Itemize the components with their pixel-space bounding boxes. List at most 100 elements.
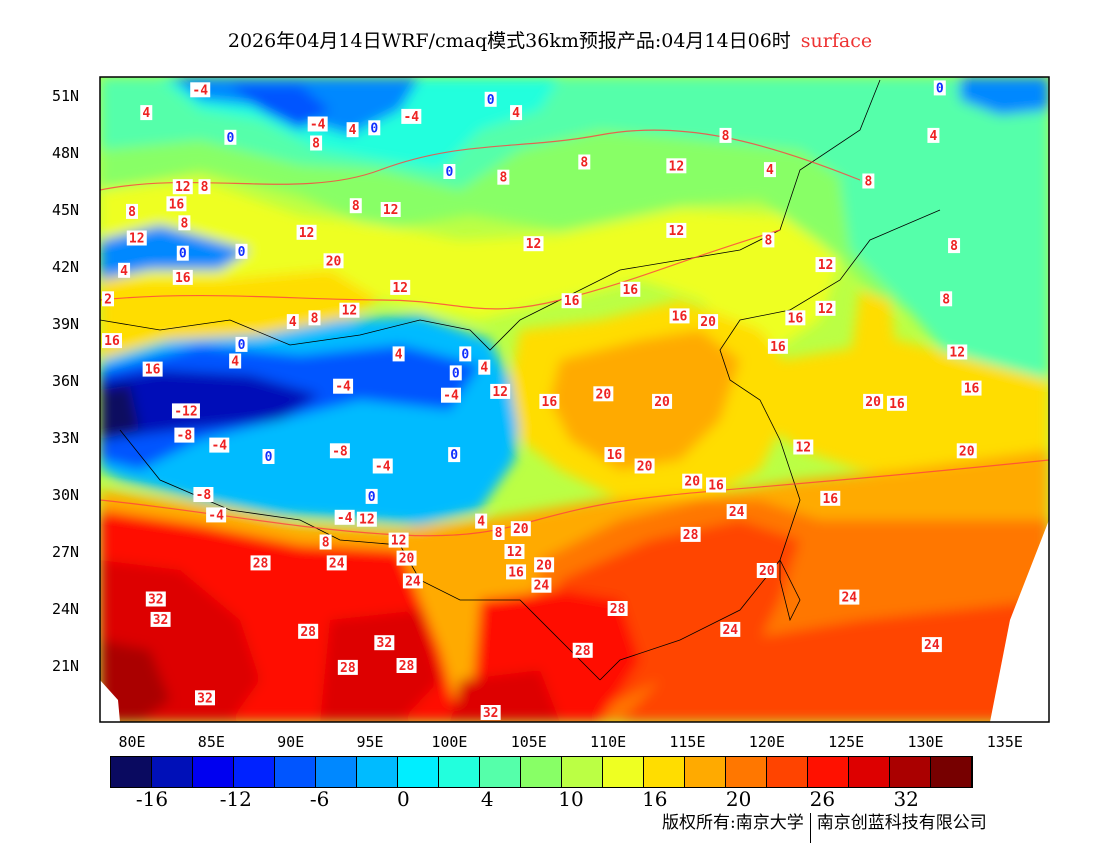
contour-label: 20 — [956, 443, 977, 459]
colorbar-swatch — [357, 757, 398, 787]
contour-label: 12 — [815, 257, 836, 273]
contour-label: 24 — [326, 555, 347, 571]
contour-label: 8 — [948, 238, 961, 254]
colorbar-label: -12 — [219, 787, 252, 811]
contour-label: 12 — [339, 302, 360, 319]
contour-label-box — [504, 544, 525, 559]
contour-label-text: -4 — [192, 83, 208, 98]
contour-label-box — [940, 291, 953, 307]
colorbar-label: 16 — [642, 787, 668, 811]
contour-label-text: -12 — [174, 404, 197, 419]
contour-label-box — [839, 589, 860, 605]
contour-label: 16 — [820, 490, 841, 507]
temperature-field — [100, 77, 1049, 722]
contour-label-box — [578, 154, 591, 170]
contour-label: 0 — [368, 120, 381, 136]
colorbar-swatch — [931, 757, 972, 787]
contour-label-text: 20 — [399, 552, 415, 567]
contour-label-text: 4 — [142, 106, 150, 121]
contour-label: 4 — [510, 105, 523, 121]
contour-label-text: 8 — [312, 137, 320, 152]
contour-label-text: -4 — [335, 380, 351, 395]
contour-label-text: 8 — [180, 216, 188, 231]
contour-label-text: 4 — [477, 515, 485, 530]
contour-label-box — [307, 116, 328, 132]
contour-label-text: 4 — [120, 264, 128, 279]
contour-label-box — [118, 262, 131, 278]
contour-label: 4 — [286, 314, 299, 330]
contour-label-box — [402, 573, 423, 589]
contour-label-box — [392, 346, 405, 362]
contour-label-box — [172, 179, 193, 195]
contour-label-box — [448, 447, 461, 463]
contour-label-box — [815, 300, 836, 316]
contour-label: 16 — [561, 293, 582, 309]
contour-label-box — [604, 447, 625, 463]
contour-label: -4 — [372, 458, 393, 475]
contour-label-text: 12 — [299, 226, 315, 241]
lon-tick-label: 135E — [986, 733, 1023, 751]
contour-label: 12 — [793, 439, 814, 456]
lon-tick-label: 85E — [197, 733, 225, 751]
contour-label: 4 — [763, 162, 776, 178]
contour-label: 4 — [478, 359, 491, 376]
contour-label-text: 16 — [607, 448, 623, 463]
contour-label-text: 32 — [483, 706, 499, 721]
contour-label: 0 — [235, 336, 248, 353]
contour-label-box — [793, 439, 814, 455]
colorbar-swatch — [562, 757, 603, 787]
contour-label-box — [666, 158, 687, 174]
contour-label-text: 0 — [179, 247, 187, 262]
contour-label-box — [329, 443, 350, 459]
contour-label-box — [484, 91, 497, 107]
contour-label-text: 4 — [766, 163, 774, 178]
contour-label: 20 — [634, 458, 655, 475]
contour-label-box — [365, 488, 378, 504]
contour-label: 16 — [506, 564, 527, 580]
lon-tick-label: 125E — [828, 733, 865, 751]
map-frame — [99, 76, 1050, 723]
contour-label-box — [235, 243, 248, 259]
colorbar-label: 32 — [893, 787, 919, 811]
contour-label-box — [286, 314, 299, 330]
colorbar — [110, 756, 973, 788]
contour-label-text: 24 — [534, 579, 550, 594]
contour-label-box — [539, 393, 560, 409]
contour-label-box — [372, 458, 393, 474]
contour-label-box — [785, 310, 806, 326]
contour-label-box — [459, 346, 472, 362]
contour-label-text: 12 — [392, 281, 408, 296]
colorbar-swatch — [644, 757, 685, 787]
lat-tick-label: 48N — [52, 144, 80, 162]
contour-label: 8 — [762, 232, 775, 248]
colorbar-swatch — [685, 757, 726, 787]
contour-label-text: 28 — [575, 644, 591, 659]
contour-label-text: 12 — [342, 304, 358, 319]
contour-label-box — [334, 509, 355, 525]
contour-label: 12 — [126, 230, 147, 247]
contour-label-text: 20 — [700, 315, 716, 330]
contour-label-text: 12 — [507, 545, 523, 560]
contour-label-box — [763, 162, 776, 178]
lat-tick-label: 30N — [52, 486, 80, 504]
contour-label-text: 16 — [542, 395, 558, 410]
colorbar-swatch — [152, 757, 193, 787]
copyright-left: 版权所有:南京大学 — [662, 813, 804, 833]
contour-label-box — [126, 230, 147, 246]
contour-label: 8 — [178, 215, 191, 231]
contour-label-text: 28 — [300, 625, 316, 640]
contour-label: 16 — [539, 393, 560, 410]
contour-label-text: 20 — [596, 387, 612, 402]
contour-label-text: 16 — [672, 309, 688, 324]
contour-label-text: 16 — [708, 479, 724, 494]
contour-label-text: 16 — [788, 311, 804, 326]
contour-label: 0 — [459, 346, 472, 362]
contour-label-text: 0 — [445, 165, 453, 180]
contour-label-box — [250, 555, 271, 571]
contour-label: 16 — [166, 196, 187, 212]
colorbar-swatch — [890, 757, 931, 787]
contour-label: 12 — [390, 279, 411, 296]
colorbar-swatch — [398, 757, 439, 787]
